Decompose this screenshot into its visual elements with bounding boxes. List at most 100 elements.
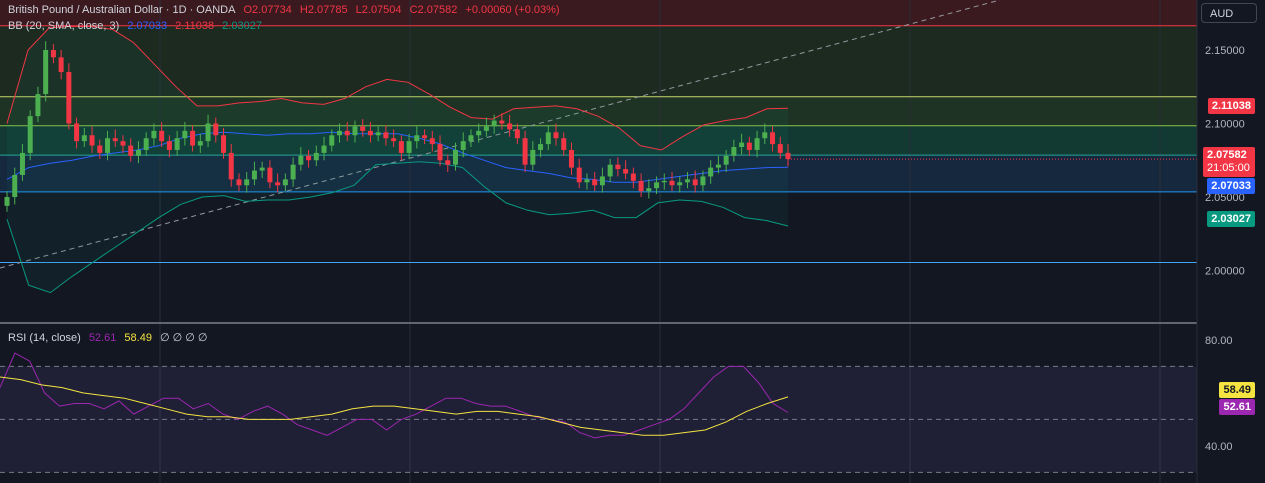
candle-body — [143, 138, 149, 150]
candle-body — [437, 144, 443, 161]
rsi-ma-price-label: 58.49 — [1219, 382, 1255, 398]
rsi-tick-label: 80.00 — [1205, 335, 1233, 347]
zone-band — [0, 125, 1197, 156]
candle-body — [623, 169, 629, 174]
rsi-value: 52.61 — [88, 332, 117, 344]
bb-legend[interactable]: BB (20, SMA, close, 3) 2.07033 2.11038 2… — [8, 20, 267, 32]
rsi-legend[interactable]: RSI (14, close) 52.61 58.49 ∅ ∅ ∅ ∅ — [8, 331, 213, 344]
rsi-ma-value: 58.49 — [124, 332, 152, 344]
zone-band — [0, 25, 1197, 97]
candle-body — [313, 152, 319, 161]
rsi-extra-values: ∅ ∅ ∅ ∅ — [160, 332, 208, 344]
candle-body — [491, 120, 497, 127]
zone-band — [0, 191, 1197, 263]
candle-body — [383, 132, 389, 139]
candle-body — [244, 179, 250, 186]
candle-body — [669, 180, 675, 186]
candle-body — [166, 141, 172, 150]
trend-line-path — [0, 0, 1001, 269]
rsi-tick-label: 40.00 — [1205, 441, 1233, 453]
rsi-pane — [0, 322, 1265, 473]
candle-body — [329, 135, 335, 146]
candle-body — [615, 164, 621, 170]
price-tick-label: 2.05000 — [1205, 192, 1245, 204]
candle-body — [74, 123, 80, 142]
price-tick-label: 2.10000 — [1205, 119, 1245, 131]
candle-body — [522, 138, 528, 165]
candle-body — [746, 142, 752, 150]
candle-body — [777, 144, 783, 153]
candle-body — [135, 149, 141, 156]
candles — [4, 41, 1197, 212]
bb-upper-value: 2.11038 — [175, 20, 215, 32]
candle-body — [221, 135, 227, 153]
bb-upper-line — [6, 26, 789, 151]
candle-body — [35, 94, 41, 117]
candle-body — [460, 141, 466, 150]
candle-body — [654, 182, 660, 189]
candle-body — [306, 155, 312, 161]
rsi-label: RSI (14, close) — [8, 332, 81, 344]
candle-body — [398, 141, 404, 153]
candle-body — [553, 132, 559, 139]
candle-body — [19, 152, 25, 175]
close-value: C2.07582 — [409, 4, 458, 16]
candle-body — [89, 135, 95, 146]
candle-body — [545, 132, 551, 145]
candle-body — [708, 167, 714, 177]
candle-body — [692, 179, 698, 186]
candle-body — [468, 135, 474, 142]
candle-body — [514, 129, 520, 139]
candle-body — [391, 138, 397, 142]
zone-top — [0, 0, 1197, 26]
bb-label: BB (20, SMA, close, 3) — [8, 20, 120, 32]
candle-body — [251, 170, 257, 180]
price-tick-label: 2.00000 — [1205, 266, 1245, 278]
candle-body — [483, 126, 489, 131]
candle-body — [105, 138, 111, 153]
candle-body — [213, 123, 219, 136]
open-value: O2.07734 — [243, 4, 292, 16]
candle-body — [422, 135, 428, 139]
candle-body — [321, 145, 327, 153]
candle-body — [267, 167, 273, 183]
candle-body — [81, 135, 87, 142]
candle-body — [723, 155, 729, 165]
candle-body — [429, 138, 435, 145]
candle-body — [159, 130, 165, 142]
candle-body — [58, 57, 64, 73]
high-value: H2.07785 — [299, 4, 348, 16]
candle-body — [151, 130, 157, 139]
candle-body — [360, 126, 366, 131]
candle-body — [607, 164, 613, 177]
candle-body — [530, 149, 536, 165]
candle-body — [367, 130, 373, 136]
price-tick-label: 2.15000 — [1205, 45, 1245, 57]
low-value: L2.07504 — [355, 4, 402, 16]
candle-body — [661, 180, 667, 183]
candle-body — [499, 120, 505, 124]
currency-button[interactable]: AUD — [1201, 3, 1257, 23]
bb-basis-price-label: 2.07033 — [1207, 178, 1255, 194]
candle-body — [731, 147, 737, 156]
candle-body — [43, 49, 49, 95]
candle-body — [12, 174, 18, 198]
candle-body — [561, 138, 567, 150]
candle-body — [715, 164, 721, 168]
candle-body — [375, 132, 381, 136]
candle-body — [4, 197, 10, 206]
candle-body — [700, 176, 706, 186]
candle-body — [599, 176, 605, 186]
candle-body — [275, 182, 281, 186]
candle-body — [638, 180, 644, 192]
candle-body — [770, 132, 776, 145]
candle-body — [259, 167, 265, 171]
candle-body — [282, 179, 288, 186]
candle-body — [128, 145, 134, 156]
candle-body — [592, 179, 598, 186]
candle-body — [476, 130, 482, 136]
candle-body — [568, 149, 574, 168]
candle-body — [406, 141, 412, 153]
candle-body — [684, 179, 690, 183]
